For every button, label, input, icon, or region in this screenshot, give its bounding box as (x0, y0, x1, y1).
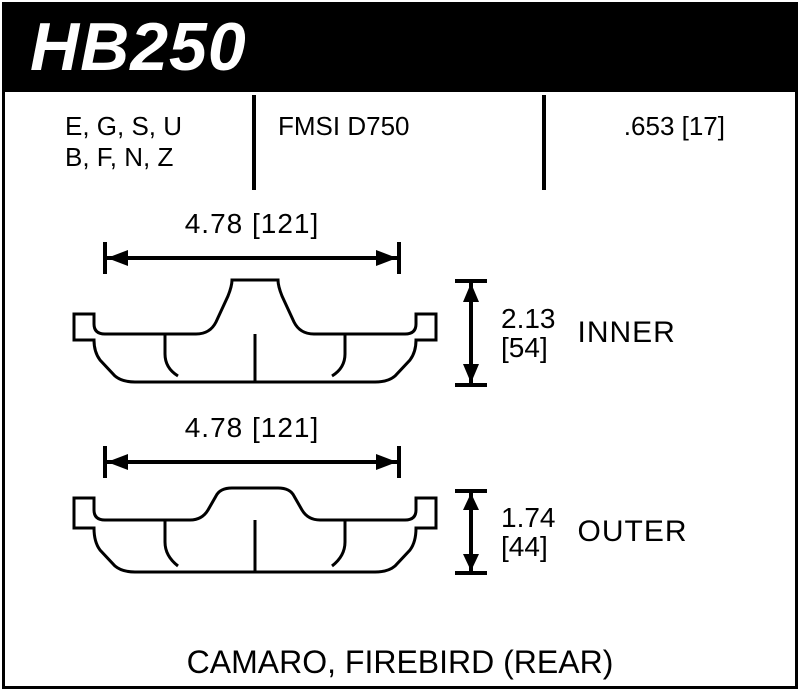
inner-height-mm: [54] (501, 333, 556, 362)
inner-height-arrow (455, 278, 487, 388)
outer-height-mm: [44] (501, 532, 556, 561)
outer-label: OUTER (578, 515, 688, 549)
fmsi-code: FMSI D750 (278, 111, 410, 142)
part-number: HB250 (30, 8, 247, 86)
outer-height-arrow (455, 488, 487, 576)
application-text: CAMARO, FIREBIRD (REAR) (0, 644, 800, 681)
outer-height-in: 1.74 (501, 503, 556, 532)
outer-height-dimension: 1.74 [44] OUTER (455, 488, 688, 576)
inner-height-text: 2.13 [54] (501, 304, 556, 363)
outer-pad-outline (70, 480, 440, 580)
codes-line-2: B, F, N, Z (65, 142, 182, 173)
outer-width-dimension: 4.78 [121] (102, 412, 402, 478)
inner-width-text: 4.78 [121] (102, 208, 402, 240)
thickness-spec: .653 [17] (624, 111, 725, 142)
inner-width-dimension: 4.78 [121] (102, 208, 402, 274)
inner-height-dimension: 2.13 [54] INNER (455, 278, 676, 388)
compound-codes: E, G, S, U B, F, N, Z (65, 111, 182, 173)
inner-width-arrow (102, 242, 402, 274)
codes-line-1: E, G, S, U (65, 111, 182, 142)
inner-height-in: 2.13 (501, 304, 556, 333)
outer-width-text: 4.78 [121] (102, 412, 402, 444)
outer-height-text: 1.74 [44] (501, 503, 556, 562)
outer-width-arrow (102, 446, 402, 478)
inner-pad-outline (70, 272, 440, 392)
header-bar: HB250 (2, 2, 798, 92)
spec-row: E, G, S, U B, F, N, Z FMSI D750 .653 [17… (0, 105, 800, 185)
inner-label: INNER (578, 316, 676, 350)
